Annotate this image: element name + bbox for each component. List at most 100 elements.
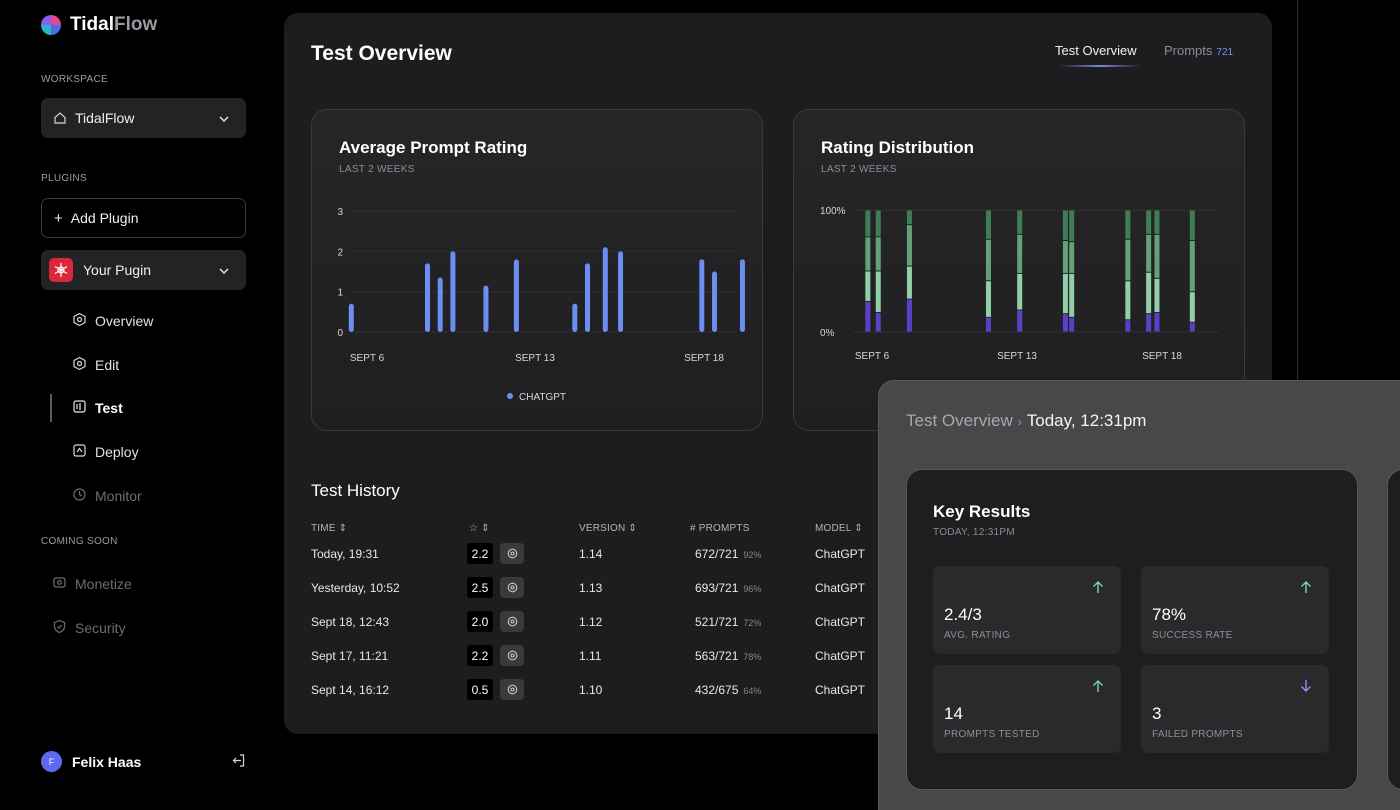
bar-segment	[1154, 234, 1160, 278]
row-model: ChatGPT	[815, 615, 866, 629]
x-tick-label: SEPT 6	[855, 351, 890, 362]
sidebar-item-test[interactable]: Test	[72, 399, 123, 417]
coming-soon-label: COMING SOON	[41, 536, 118, 547]
sidebar-item-deploy[interactable]: Deploy	[72, 443, 139, 461]
bar-segment	[1062, 210, 1068, 240]
sidebar-item-label: Test	[95, 400, 123, 416]
row-time: Sept 14, 16:12	[311, 683, 390, 697]
bar-segment	[875, 237, 881, 271]
breadcrumb-parent[interactable]: Test Overview	[906, 411, 1013, 430]
bar-segment	[985, 281, 991, 317]
bar-segment	[1069, 317, 1075, 332]
table-row[interactable]: Sept 17, 11:21 2.2 1.11 563/721 78% ChatGPT	[284, 645, 884, 669]
workspace-label: WORKSPACE	[41, 74, 108, 85]
active-tab-underline	[1059, 65, 1141, 67]
table-row[interactable]: Sept 18, 12:43 2.0 1.12 521/721 72% ChatGPT	[284, 611, 884, 635]
tidalflow-logo-icon	[40, 14, 62, 36]
column-header-rating[interactable]: ☆ ⇕	[469, 523, 490, 534]
stat-tile: 78% SUCCESS RATE	[1141, 566, 1329, 654]
rating-distribution-chart: 0% 100% SEPT 6 SEPT 13 SEPT 18	[820, 206, 1219, 362]
brand[interactable]: TidalFlow	[40, 14, 157, 36]
add-plugin-button[interactable]: + Add Plugin	[41, 198, 246, 238]
bar-segment	[1146, 272, 1152, 314]
x-tick-label: SEPT 18	[1142, 351, 1182, 362]
column-header-version[interactable]: VERSION ⇕	[579, 523, 637, 534]
arrow-up-icon	[1091, 679, 1105, 698]
bar-segment	[1069, 242, 1075, 273]
bar	[572, 303, 578, 332]
shield-icon	[52, 619, 67, 637]
bar-segment	[1154, 312, 1160, 332]
user-name: Felix Haas	[72, 753, 142, 770]
bar-segment	[1154, 278, 1160, 312]
chart-title: Average Prompt Rating	[339, 138, 528, 157]
table-row[interactable]: Sept 14, 16:12 0.5 1.10 432/675 64% ChatGPT	[284, 679, 884, 703]
row-success-pct: 78%	[743, 652, 762, 662]
bar-segment	[875, 210, 881, 237]
avatar: F	[41, 751, 62, 772]
user-profile[interactable]: F Felix Haas	[41, 751, 141, 772]
bar	[450, 251, 456, 332]
stat-value: 78%	[1152, 605, 1187, 624]
plugin-name: Your Pugin	[83, 262, 151, 278]
next-card-edge	[1387, 469, 1400, 790]
add-plugin-label: Add Plugin	[70, 210, 139, 226]
row-prompts: 563/721 78%	[695, 649, 762, 663]
bar-segment	[1189, 292, 1195, 322]
star-icon: ☆	[469, 523, 479, 534]
row-model: ChatGPT	[815, 547, 866, 561]
row-version: 1.14	[579, 547, 603, 561]
view-icon[interactable]	[500, 543, 524, 564]
stat-value: 3	[1152, 704, 1162, 723]
sidebar-item-overview[interactable]: Overview	[72, 312, 153, 330]
row-prompts: 432/675 64%	[695, 683, 762, 697]
logout-icon[interactable]	[231, 753, 246, 773]
active-indicator	[50, 394, 52, 422]
tab-test-overview[interactable]: Test Overview	[1055, 43, 1137, 58]
row-success-pct: 96%	[743, 584, 762, 594]
row-model: ChatGPT	[815, 683, 866, 697]
test-icon	[72, 399, 87, 417]
view-icon[interactable]	[500, 577, 524, 598]
tab-prompts[interactable]: Prompts 721	[1164, 43, 1233, 58]
chart-title: Rating Distribution	[821, 138, 974, 157]
sort-icon: ⇕	[338, 523, 348, 534]
edit-icon	[72, 356, 87, 374]
stat-value: 2.4/3	[944, 605, 982, 624]
bar-segment	[1125, 320, 1131, 332]
plugins-label: PLUGINS	[41, 173, 88, 184]
bar-segment	[1125, 281, 1131, 320]
workspace-select[interactable]: TidalFlow	[41, 98, 246, 138]
monetize-icon	[52, 575, 67, 593]
chevron-right-icon: ›	[1017, 415, 1022, 429]
bar-segment	[1062, 273, 1068, 314]
bar-segment	[1062, 241, 1068, 273]
bar-segment	[1146, 210, 1152, 234]
bar-segment	[1017, 234, 1023, 273]
bar-segment	[875, 271, 881, 312]
column-header-model[interactable]: MODEL ⇕	[815, 523, 863, 534]
y-tick-label: 1	[337, 288, 343, 299]
test-detail-overlay: Test Overview › Today, 12:31pm Key Results…	[878, 380, 1400, 810]
sidebar-item-label: Security	[75, 620, 126, 636]
row-success-pct: 64%	[743, 686, 762, 696]
stat-tile: 14 PROMPTS TESTED	[933, 665, 1121, 753]
sort-icon: ⇕	[854, 523, 863, 534]
table-row[interactable]: Yesterday, 10:52 2.5 1.13 693/721 96% ChatGPT	[284, 577, 884, 601]
table-row[interactable]: Today, 19:31 2.2 1.14 672/721 92% ChatGPT	[284, 543, 884, 567]
overview-icon	[72, 312, 87, 330]
plugin-snowflake-icon	[49, 258, 73, 282]
bar-segment	[1189, 322, 1195, 332]
plugin-select[interactable]: Your Pugin	[41, 250, 246, 290]
view-icon[interactable]	[500, 611, 524, 632]
sidebar-item-edit[interactable]: Edit	[72, 356, 119, 374]
row-time: Yesterday, 10:52	[311, 581, 400, 595]
column-header-time[interactable]: TIME ⇕	[311, 523, 348, 534]
sidebar-item-label: Deploy	[95, 444, 139, 460]
bar-segment	[865, 271, 871, 301]
view-icon[interactable]	[500, 679, 524, 700]
view-icon[interactable]	[500, 645, 524, 666]
sidebar-item-monitor[interactable]: Monitor	[72, 487, 142, 505]
plus-icon: +	[54, 209, 63, 227]
arrow-down-icon	[1299, 679, 1313, 698]
